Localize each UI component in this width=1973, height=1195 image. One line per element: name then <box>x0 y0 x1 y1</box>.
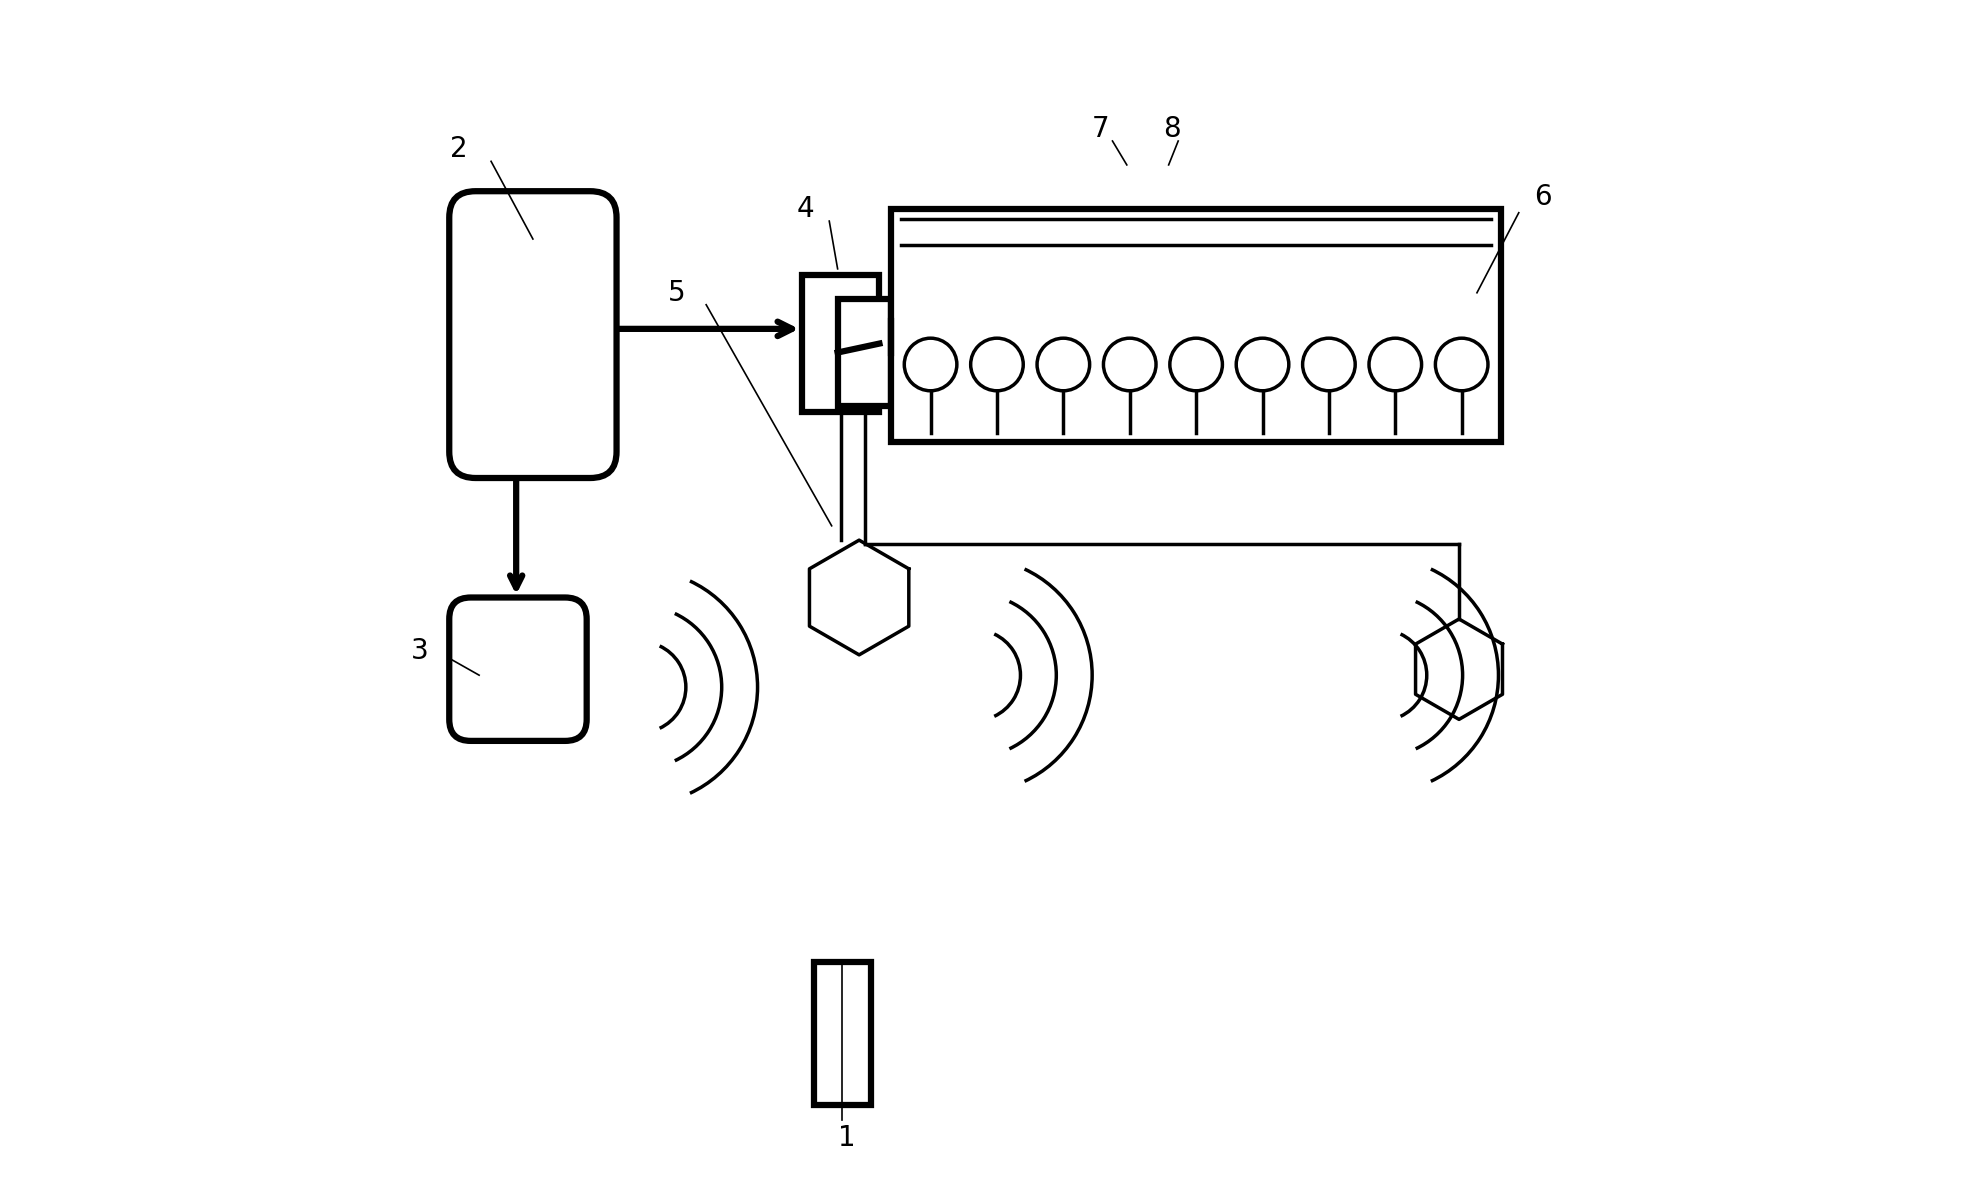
Text: 1: 1 <box>839 1123 856 1152</box>
Text: 2: 2 <box>450 135 468 164</box>
Text: 5: 5 <box>667 278 685 307</box>
Text: 7: 7 <box>1091 115 1109 143</box>
FancyBboxPatch shape <box>450 191 616 478</box>
Text: 8: 8 <box>1162 115 1180 143</box>
Bar <box>801 275 880 412</box>
Bar <box>813 962 870 1105</box>
Bar <box>837 299 892 406</box>
FancyBboxPatch shape <box>450 598 586 741</box>
Text: 6: 6 <box>1533 183 1551 212</box>
Bar <box>892 209 1499 442</box>
Text: 3: 3 <box>410 637 428 666</box>
Text: 4: 4 <box>797 195 813 223</box>
